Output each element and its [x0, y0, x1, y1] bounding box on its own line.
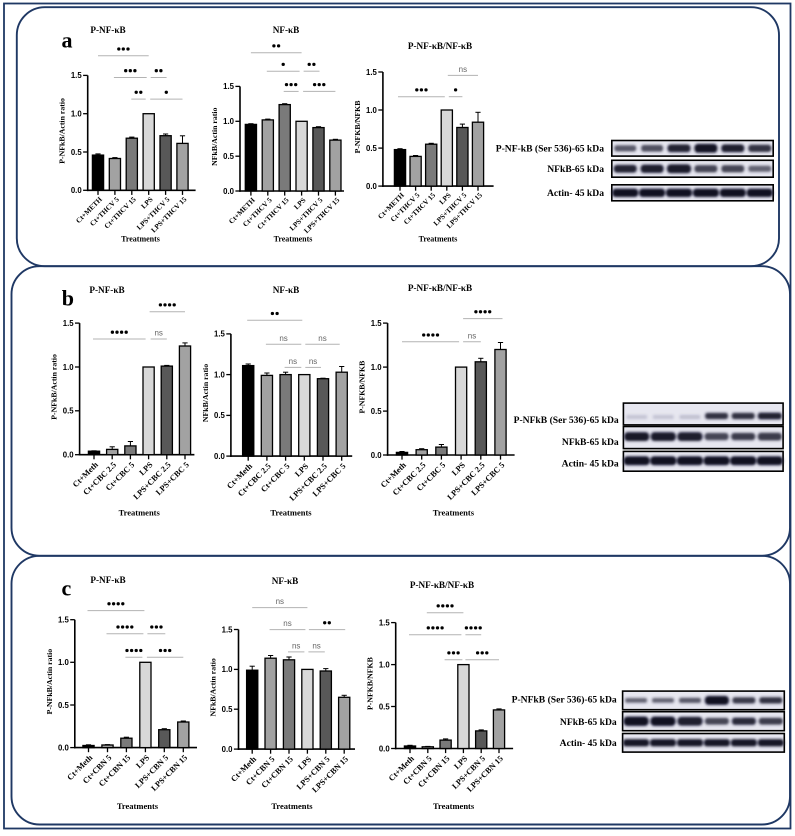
svg-text:Treatments: Treatments: [117, 801, 159, 811]
svg-text:1.0: 1.0: [379, 660, 391, 669]
svg-text:0.0: 0.0: [222, 745, 234, 754]
svg-text:0.0: 0.0: [223, 187, 235, 196]
svg-text:1.0: 1.0: [371, 363, 383, 372]
svg-text:ns: ns: [309, 357, 317, 366]
svg-text:1.0: 1.0: [58, 658, 70, 667]
svg-text:ns: ns: [318, 334, 326, 343]
svg-text:ns: ns: [468, 331, 476, 340]
svg-text:0.0: 0.0: [366, 182, 378, 191]
svg-text:Treatments: Treatments: [119, 508, 161, 518]
svg-text:0.5: 0.5: [223, 152, 235, 161]
svg-text:0.5: 0.5: [71, 148, 83, 157]
svg-text:0.5: 0.5: [379, 702, 391, 711]
svg-text:1.5: 1.5: [379, 618, 391, 627]
svg-text:a: a: [62, 28, 73, 53]
svg-text:Treatments: Treatments: [419, 235, 458, 244]
svg-text:0.5: 0.5: [58, 701, 70, 710]
svg-text:NFkB-65 kDa: NFkB-65 kDa: [562, 437, 619, 448]
svg-text:P-NFkB/Actin ratio: P-NFkB/Actin ratio: [45, 649, 54, 715]
svg-text:Actin- 45 kDa: Actin- 45 kDa: [560, 738, 617, 749]
svg-text:NFkB/Actin ratio: NFkB/Actin ratio: [210, 107, 219, 165]
svg-text:1.0: 1.0: [214, 370, 226, 379]
svg-text:ns: ns: [312, 641, 320, 650]
svg-text:0.0: 0.0: [379, 744, 391, 753]
svg-text:Treatments: Treatments: [433, 801, 475, 811]
svg-text:P-NF-kB (Ser 536)-65 kDa: P-NF-kB (Ser 536)-65 kDa: [496, 144, 604, 155]
svg-text:1.0: 1.0: [63, 363, 75, 372]
svg-text:0.0: 0.0: [63, 451, 75, 460]
svg-text:c: c: [62, 576, 72, 601]
svg-text:0.0: 0.0: [371, 451, 383, 460]
svg-text:NF-κB: NF-κB: [272, 576, 299, 586]
svg-text:1.5: 1.5: [71, 71, 83, 80]
svg-text:P-NF-κB: P-NF-κB: [90, 25, 125, 35]
svg-text:0.5: 0.5: [214, 411, 226, 420]
svg-text:1.0: 1.0: [71, 110, 83, 119]
svg-text:0.5: 0.5: [63, 407, 75, 416]
svg-text:0.5: 0.5: [371, 407, 383, 416]
svg-text:0.0: 0.0: [58, 743, 70, 752]
svg-text:Treatments: Treatments: [270, 508, 312, 518]
svg-text:1.5: 1.5: [214, 330, 226, 339]
svg-text:NF-κB: NF-κB: [273, 25, 300, 35]
svg-text:P-NF-κB: P-NF-κB: [90, 575, 125, 585]
svg-text:ns: ns: [276, 597, 284, 606]
svg-text:ns: ns: [279, 334, 287, 343]
svg-text:1.0: 1.0: [223, 117, 235, 126]
svg-text:0.0: 0.0: [214, 452, 226, 461]
svg-text:ns: ns: [283, 619, 291, 628]
svg-text:ns: ns: [289, 357, 297, 366]
svg-text:Actin- 45 kDa: Actin- 45 kDa: [562, 459, 619, 470]
svg-text:P-NFkB/Actin ratio: P-NFkB/Actin ratio: [50, 354, 59, 420]
svg-text:P-NFkB (Ser 536)-65 kDa: P-NFkB (Ser 536)-65 kDa: [514, 415, 619, 426]
svg-text:ns: ns: [292, 641, 300, 650]
svg-text:P-NFKB/NFKB: P-NFKB/NFKB: [358, 361, 367, 414]
svg-text:1.5: 1.5: [366, 68, 378, 77]
svg-text:0.0: 0.0: [71, 186, 83, 195]
svg-text:NF-κB: NF-κB: [273, 285, 300, 295]
svg-text:Treatments: Treatments: [274, 235, 313, 244]
svg-text:NFkB-65 kDa: NFkB-65 kDa: [560, 717, 617, 728]
svg-text:P-NF-κB: P-NF-κB: [89, 285, 124, 295]
svg-text:1.5: 1.5: [223, 82, 235, 91]
svg-text:0.5: 0.5: [222, 705, 234, 714]
svg-text:Treatments: Treatments: [121, 235, 160, 244]
svg-text:P-NF-κB/NF-κB: P-NF-κB/NF-κB: [408, 283, 472, 293]
svg-text:1.5: 1.5: [222, 625, 234, 634]
svg-text:P-NFKB/NFKB: P-NFKB/NFKB: [366, 657, 375, 710]
svg-text:P-NFkB/Actin ratio: P-NFkB/Actin ratio: [58, 98, 67, 164]
svg-text:1.5: 1.5: [371, 319, 383, 328]
svg-text:1.5: 1.5: [63, 319, 75, 328]
svg-text:Treatments: Treatments: [433, 508, 475, 518]
svg-text:1.0: 1.0: [366, 106, 378, 115]
svg-text:P-NF-κB/NF-κB: P-NF-κB/NF-κB: [408, 41, 472, 51]
svg-text:P-NF-κB/NF-κB: P-NF-κB/NF-κB: [410, 580, 474, 590]
svg-text:0.5: 0.5: [366, 144, 378, 153]
svg-text:ns: ns: [459, 65, 467, 74]
svg-text:NFkB/Actin ratio: NFkB/Actin ratio: [201, 364, 210, 422]
svg-text:NFkB-65 kDa: NFkB-65 kDa: [547, 164, 604, 175]
svg-text:b: b: [62, 286, 74, 311]
svg-text:P-NFkB (Ser 536)-65 kDa: P-NFkB (Ser 536)-65 kDa: [512, 694, 617, 705]
svg-text:Actin- 45 kDa: Actin- 45 kDa: [547, 188, 604, 199]
svg-text:1.0: 1.0: [222, 665, 234, 674]
svg-text:ns: ns: [154, 329, 162, 338]
svg-text:1.5: 1.5: [58, 616, 70, 625]
svg-text:P-NFKB/NFKB: P-NFKB/NFKB: [353, 101, 362, 154]
svg-text:Treatments: Treatments: [271, 801, 313, 811]
svg-text:NFkB/Actin ratio: NFkB/Actin ratio: [209, 658, 218, 716]
